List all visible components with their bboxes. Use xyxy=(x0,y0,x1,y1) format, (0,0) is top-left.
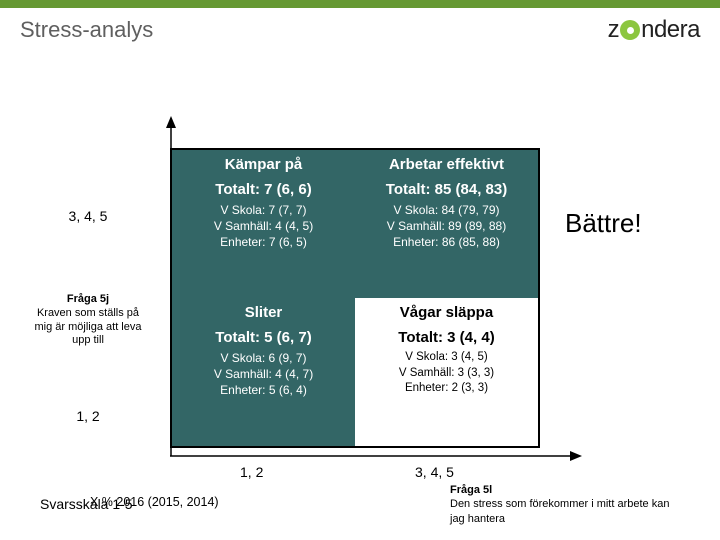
y-question: Fråga 5j Kraven som ställs på mig är möj… xyxy=(28,293,148,348)
q1-totalt: Totalt: 7 (6, 6) xyxy=(180,181,347,198)
footer-note: X % 2016 (2015, 2014) xyxy=(90,495,219,509)
q3-line: V Skola: 6 (9, 7) xyxy=(180,350,347,366)
q2-line: Enheter: 86 (85, 88) xyxy=(363,234,530,250)
logo-dot-icon xyxy=(620,20,640,40)
q4-line: V Skola: 3 (4, 5) xyxy=(363,350,530,366)
q2-totalt: Totalt: 85 (84, 83) xyxy=(363,181,530,198)
x-question: Fråga 5l Den stress som förekommer i mit… xyxy=(450,483,680,526)
quadrant-vagar-slappa: Vågar släppa Totalt: 3 (4, 4) V Skola: 3… xyxy=(355,298,538,446)
q2-line: V Skola: 84 (79, 79) xyxy=(363,202,530,218)
q3-line: V Samhäll: 4 (4, 7) xyxy=(180,366,347,382)
accent-bar xyxy=(0,0,720,8)
q4-totalt: Totalt: 3 (4, 4) xyxy=(363,329,530,346)
x-axis-arrow-icon xyxy=(170,450,582,462)
y-label-low: 1, 2 xyxy=(28,408,148,424)
x-question-text: Den stress som förekommer i mitt arbete … xyxy=(450,498,669,524)
quadrant-kampar-pa: Kämpar på Totalt: 7 (6, 6) V Skola: 7 (7… xyxy=(172,150,355,298)
q1-line: V Skola: 7 (7, 7) xyxy=(180,202,347,218)
y-question-tag: Fråga 5j xyxy=(67,293,109,305)
q2-title: Arbetar effektivt xyxy=(363,156,530,173)
q3-title: Sliter xyxy=(180,304,347,321)
x-label-low: 1, 2 xyxy=(240,464,263,480)
q4-line: V Samhäll: 3 (3, 3) xyxy=(363,366,530,382)
callout-battre: Bättre! xyxy=(565,208,642,239)
q4-title: Vågar släppa xyxy=(363,304,530,321)
q4-line: Enheter: 2 (3, 3) xyxy=(363,381,530,397)
q3-totalt: Totalt: 5 (6, 7) xyxy=(180,329,347,346)
y-label-high: 3, 4, 5 xyxy=(28,208,148,224)
logo-text-right: ndera xyxy=(641,16,700,44)
logo: z ndera xyxy=(608,16,700,44)
x-label-high: 3, 4, 5 xyxy=(415,464,454,480)
main: 3, 4, 5 Fråga 5j Kraven som ställs på mi… xyxy=(0,48,720,98)
page-title: Stress-analys xyxy=(20,17,153,43)
q1-line: Enheter: 7 (6, 5) xyxy=(180,234,347,250)
q2-line: V Samhäll: 89 (89, 88) xyxy=(363,218,530,234)
q1-title: Kämpar på xyxy=(180,156,347,173)
y-question-text: Kraven som ställs på mig är möjliga att … xyxy=(35,307,142,347)
logo-text-left: z xyxy=(608,16,620,44)
quadrant-sliter: Sliter Totalt: 5 (6, 7) V Skola: 6 (9, 7… xyxy=(172,298,355,446)
q3-line: Enheter: 5 (6, 4) xyxy=(180,382,347,398)
matrix-grid: Kämpar på Totalt: 7 (6, 6) V Skola: 7 (7… xyxy=(170,148,540,448)
quadrant-arbetar-effektivt: Arbetar effektivt Totalt: 85 (84, 83) V … xyxy=(355,150,538,298)
header: Stress-analys z ndera xyxy=(0,8,720,48)
q1-line: V Samhäll: 4 (4, 5) xyxy=(180,218,347,234)
x-question-tag: Fråga 5l xyxy=(450,484,492,496)
